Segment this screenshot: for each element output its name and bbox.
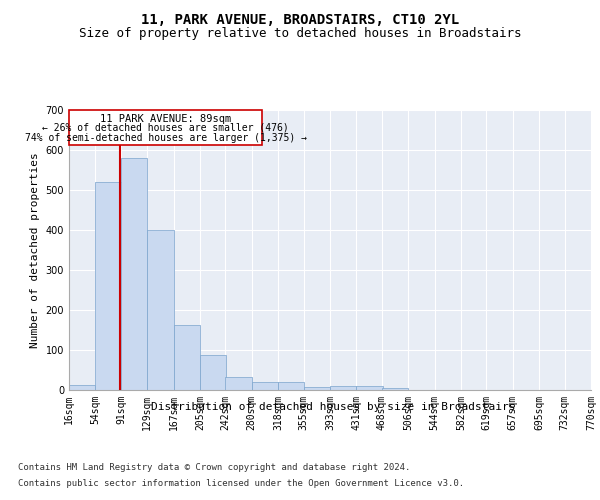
Text: Contains public sector information licensed under the Open Government Licence v3: Contains public sector information licen…: [18, 479, 464, 488]
Text: Contains HM Land Registry data © Crown copyright and database right 2024.: Contains HM Land Registry data © Crown c…: [18, 462, 410, 471]
Bar: [252, 382, 278, 390]
Bar: [226, 377, 252, 390]
Y-axis label: Number of detached properties: Number of detached properties: [30, 152, 40, 348]
Bar: [330, 386, 356, 390]
Text: Distribution of detached houses by size in Broadstairs: Distribution of detached houses by size …: [151, 402, 515, 412]
FancyBboxPatch shape: [69, 110, 262, 145]
Text: Size of property relative to detached houses in Broadstairs: Size of property relative to detached ho…: [79, 28, 521, 40]
Bar: [173, 325, 200, 390]
Bar: [95, 182, 122, 390]
Bar: [356, 386, 383, 390]
Bar: [121, 158, 147, 390]
Text: ← 26% of detached houses are smaller (476): ← 26% of detached houses are smaller (47…: [42, 123, 289, 133]
Text: 11 PARK AVENUE: 89sqm: 11 PARK AVENUE: 89sqm: [100, 114, 231, 124]
Bar: [382, 388, 408, 390]
Bar: [147, 230, 173, 390]
Bar: [304, 387, 330, 390]
Text: 74% of semi-detached houses are larger (1,375) →: 74% of semi-detached houses are larger (…: [25, 134, 307, 143]
Bar: [200, 355, 226, 390]
Bar: [69, 385, 95, 390]
Text: 11, PARK AVENUE, BROADSTAIRS, CT10 2YL: 11, PARK AVENUE, BROADSTAIRS, CT10 2YL: [141, 12, 459, 26]
Bar: [278, 382, 304, 390]
